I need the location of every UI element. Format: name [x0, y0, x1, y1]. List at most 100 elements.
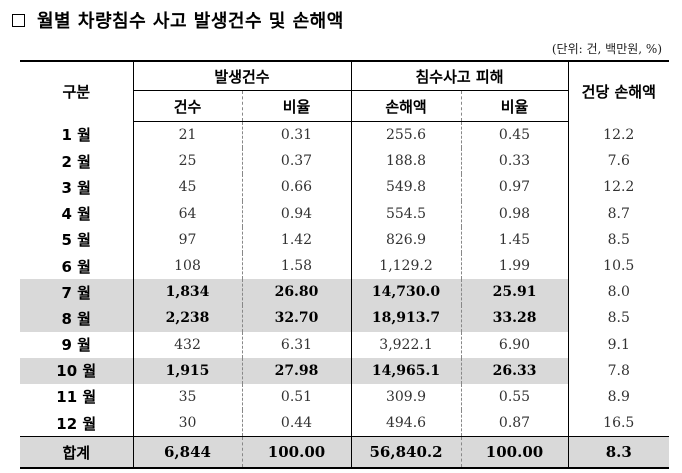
row-month: 10 월 [20, 357, 134, 384]
row-loss: 826.9 [351, 226, 462, 253]
row-avg-loss: 8.7 [607, 205, 630, 222]
row-avg-loss: 10.5 [603, 258, 635, 275]
row-month: 3 월 [20, 174, 134, 201]
row-avg-loss: 8.0 [568, 279, 670, 306]
header-avg-loss: 건당 손해액 [581, 83, 656, 102]
row-loss-ratio: 1.45 [461, 226, 569, 253]
row-count: 64 [133, 200, 243, 227]
row-count: 30 [133, 410, 243, 437]
row-loss-ratio: 0.55 [461, 383, 569, 411]
row-loss-ratio: 0.97 [461, 174, 569, 201]
row-ratio: 0.37 [242, 148, 352, 175]
page-title: 월별 차량침수 사고 발생건수 및 손해액 [12, 8, 344, 32]
row-loss: 494.6 [351, 410, 462, 437]
header-count: 건수 [133, 90, 243, 122]
row-month: 1 월 [20, 121, 134, 149]
table-row: 4 월 64 0.94 554.5 0.98 8.7 [20, 200, 669, 227]
total-row: 합계 6,844 100.00 56,840.2 100.00 8.3 [20, 436, 670, 469]
row-loss: 309.9 [351, 383, 462, 411]
row-avg-loss: 8.5 [607, 231, 630, 248]
square-bullet-icon [12, 13, 25, 27]
row-loss-ratio: 26.33 [461, 357, 569, 384]
row-month: 5 월 [20, 226, 134, 253]
table-row: 9 월 432 6.31 3,922.1 6.90 9.1 [20, 331, 669, 358]
header-category: 구분 [20, 61, 134, 122]
row-avg-loss: 7.8 [568, 357, 670, 384]
table-row: 8 월 2,238 32.70 18,913.7 33.28 8.5 [20, 305, 670, 332]
header-group-damage: 침수사고 피해 [351, 61, 569, 91]
table-row: 2 월 25 0.37 188.8 0.33 7.6 [20, 148, 669, 175]
table-row: 11 월 35 0.51 309.9 0.55 8.9 [20, 383, 669, 411]
row-loss: 549.8 [351, 174, 462, 201]
row-ratio: 27.98 [242, 357, 352, 384]
row-loss-ratio: 1.99 [461, 252, 569, 280]
total-avg-loss: 8.3 [568, 436, 670, 469]
row-avg-loss: 12.2 [603, 179, 635, 196]
row-loss-ratio: 0.98 [461, 200, 569, 227]
row-ratio: 26.80 [242, 279, 352, 306]
row-count: 1,915 [133, 357, 243, 384]
row-count: 25 [133, 148, 243, 175]
row-ratio: 6.31 [242, 331, 352, 358]
row-month: 7 월 [20, 279, 134, 306]
table-row: 7 월 1,834 26.80 14,730.0 25.91 8.0 [20, 279, 670, 306]
row-month: 12 월 [20, 410, 134, 437]
row-count: 35 [133, 383, 243, 411]
row-loss: 188.8 [351, 148, 462, 175]
table-row: 6 월 108 1.58 1,129.2 1.99 10.5 [20, 252, 669, 280]
row-loss: 18,913.7 [351, 305, 462, 332]
row-avg-loss: 7.6 [607, 153, 630, 170]
header-group-occurrence: 발생건수 [133, 61, 352, 91]
row-loss-ratio: 33.28 [461, 305, 569, 332]
header-ratio: 비율 [242, 90, 352, 122]
unit-note: (단위: 건, 백만원, %) [551, 42, 662, 56]
row-month: 9 월 [20, 331, 134, 358]
row-loss-ratio: 6.90 [461, 331, 569, 358]
total-loss: 56,840.2 [351, 436, 462, 469]
row-avg-loss: 9.1 [607, 336, 630, 353]
table-row: 1 월 21 0.31 255.6 0.45 12.2 [20, 121, 669, 149]
row-month: 11 월 [20, 383, 134, 411]
table-row: 3 월 45 0.66 549.8 0.97 12.2 [20, 174, 669, 201]
row-ratio: 0.44 [242, 410, 352, 437]
row-month: 2 월 [20, 148, 134, 175]
title-text: 월별 차량침수 사고 발생건수 및 손해액 [37, 11, 344, 32]
row-ratio: 1.42 [242, 226, 352, 253]
row-avg-loss: 8.5 [568, 305, 670, 332]
row-loss: 3,922.1 [351, 331, 462, 358]
row-count: 97 [133, 226, 243, 253]
row-count: 432 [133, 331, 243, 358]
row-avg-loss: 8.9 [607, 388, 630, 405]
total-count: 6,844 [133, 436, 243, 469]
table-body: 1 월 21 0.31 255.6 0.45 12.2 2 월 25 0.37 188.8 0.33… [20, 121, 670, 469]
row-ratio: 32.70 [242, 305, 352, 332]
row-count: 108 [133, 252, 243, 280]
row-count: 1,834 [133, 279, 243, 306]
row-loss-ratio: 0.87 [461, 410, 569, 437]
row-loss: 255.6 [351, 121, 462, 149]
row-ratio: 0.94 [242, 200, 352, 227]
header-loss: 손해액 [351, 90, 462, 122]
row-month: 4 월 [20, 200, 134, 227]
row-avg-loss: 16.5 [603, 415, 635, 432]
total-loss-ratio: 100.00 [461, 436, 569, 469]
row-month: 8 월 [20, 305, 134, 332]
table-row: 12 월 30 0.44 494.6 0.87 16.5 [20, 410, 669, 437]
row-loss: 14,965.1 [351, 357, 462, 384]
header-loss-ratio: 비율 [461, 90, 569, 122]
row-loss-ratio: 25.91 [461, 279, 569, 306]
table-row: 5 월 97 1.42 826.9 1.45 8.5 [20, 226, 669, 253]
row-month: 6 월 [20, 252, 134, 280]
row-ratio: 0.66 [242, 174, 352, 201]
row-ratio: 0.31 [242, 121, 352, 149]
row-ratio: 1.58 [242, 252, 352, 280]
row-count: 21 [133, 121, 243, 149]
table-row: 10 월 1,915 27.98 14,965.1 26.33 7.8 [20, 357, 670, 384]
row-ratio: 0.51 [242, 383, 352, 411]
total-month: 합계 [20, 436, 134, 469]
row-loss: 14,730.0 [351, 279, 462, 306]
total-ratio: 100.00 [242, 436, 352, 469]
row-count: 45 [133, 174, 243, 201]
row-loss-ratio: 0.45 [461, 121, 569, 149]
